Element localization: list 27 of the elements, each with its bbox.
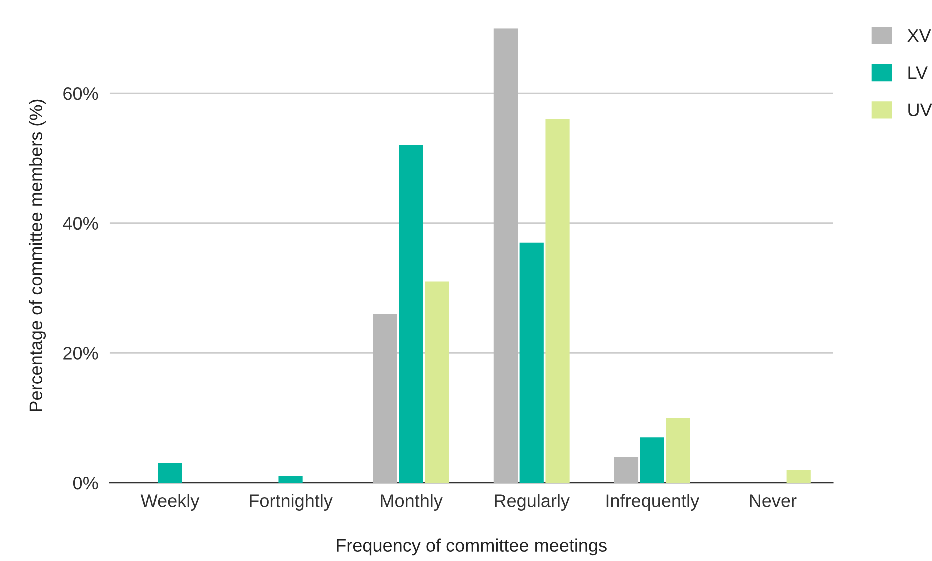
legend-label: UV	[908, 104, 932, 117]
x-tick-label: Monthly	[381, 494, 443, 511]
y-tick-label: 60%	[64, 87, 98, 100]
bar	[158, 464, 182, 484]
y-tick-label: 0%	[73, 476, 98, 490]
legend-label: LV	[908, 66, 928, 80]
bar	[399, 145, 424, 484]
x-tick-label: Never	[750, 494, 797, 508]
x-tick-label: Weekly	[140, 494, 200, 511]
bar	[278, 476, 303, 484]
bar	[494, 28, 518, 484]
x-tick-label: Regularly	[495, 494, 570, 511]
legend-label: XV	[908, 30, 932, 42]
bar	[373, 314, 398, 484]
y-axis-title: Percentage of committee members (%)	[29, 100, 46, 412]
bar	[640, 438, 664, 484]
y-tick-label: 40%	[63, 217, 98, 230]
y-tick-label: 20%	[64, 347, 98, 360]
bar	[666, 418, 690, 484]
x-axis-title: Frequency of committee meetings	[337, 538, 607, 556]
bar	[614, 457, 639, 484]
bar	[520, 242, 544, 484]
bar	[546, 119, 570, 484]
x-tick-label: Infrequently	[606, 494, 700, 511]
bar	[786, 470, 811, 484]
bar	[425, 282, 450, 484]
x-tick-label: Fortnightly	[250, 494, 333, 511]
